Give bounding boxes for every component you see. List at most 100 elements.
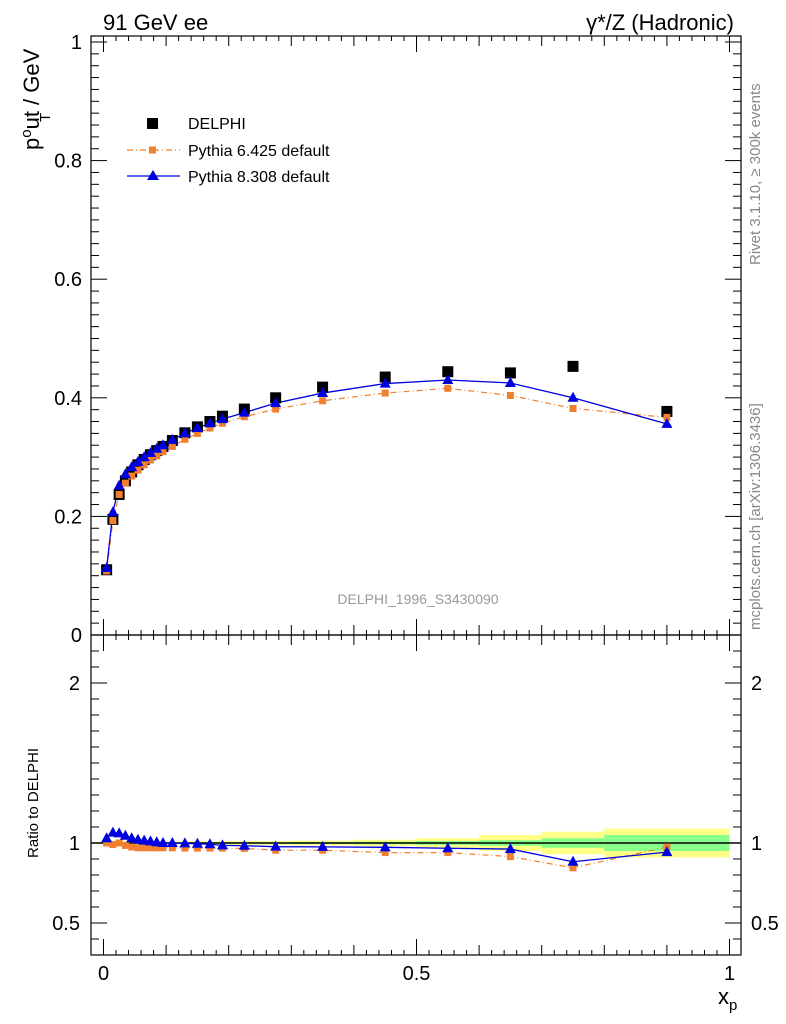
ratio-py6-point bbox=[153, 844, 161, 852]
main-ylabel-sup: o bbox=[18, 129, 35, 137]
rivet-version-label: Rivet 3.1.10, ≥ 300k events bbox=[747, 83, 764, 265]
ratio-py6-point bbox=[181, 844, 189, 852]
ratio-py8-point bbox=[113, 827, 125, 838]
py6-point bbox=[134, 466, 142, 474]
ratio-py8-point bbox=[238, 839, 250, 850]
ratio-y-tick-label-right: 0.5 bbox=[751, 913, 779, 935]
xlabel-main: x bbox=[718, 984, 729, 1009]
ratio-y-tick-label: 0.5 bbox=[52, 913, 80, 935]
main-y-tick-label: 0 bbox=[71, 625, 82, 647]
legend-py8-label: Pythia 8.308 default bbox=[188, 169, 330, 186]
mcplots-label: mcplots.cern.ch [arXiv:1306.3436] bbox=[747, 403, 764, 630]
py8-point bbox=[107, 506, 119, 517]
py6-point bbox=[663, 413, 671, 421]
ratio-py8-point bbox=[166, 837, 178, 847]
py8-point bbox=[504, 376, 516, 387]
py6-point bbox=[569, 404, 577, 412]
main-ylabel-main: p bbox=[19, 138, 44, 150]
ratio-frame bbox=[90, 634, 742, 956]
py8-point bbox=[661, 417, 673, 428]
py6-point bbox=[206, 424, 214, 432]
ratio-py8-point bbox=[216, 839, 228, 850]
py8-point bbox=[442, 374, 454, 385]
ratio-py8-point bbox=[101, 832, 113, 843]
ratio-py6-point bbox=[115, 839, 123, 847]
py6-point bbox=[181, 435, 189, 443]
ratio-py8-point bbox=[119, 829, 131, 840]
ratio-py8-point bbox=[157, 837, 169, 847]
py6-point bbox=[153, 452, 161, 460]
ratio-y-tick-label-right: 2 bbox=[751, 673, 762, 695]
py8-point bbox=[126, 461, 138, 472]
delphi-point bbox=[379, 371, 391, 383]
ratio-py8-point bbox=[204, 838, 216, 849]
legend-py6-marker bbox=[149, 146, 156, 154]
delphi-point bbox=[661, 405, 673, 417]
py6-point bbox=[272, 405, 280, 413]
header-left: 91 GeV ee bbox=[103, 10, 208, 35]
py6-point bbox=[121, 479, 129, 487]
x-tick-label: 1 bbox=[724, 963, 735, 985]
ratio-py6-point bbox=[444, 849, 452, 857]
main-y-tick-label: 0.8 bbox=[54, 151, 82, 173]
py6-point bbox=[193, 429, 201, 437]
py6-point bbox=[168, 442, 176, 450]
py8-point bbox=[144, 446, 156, 457]
py8-point bbox=[151, 442, 163, 453]
py8-line bbox=[105, 379, 668, 569]
py6-point bbox=[159, 448, 167, 456]
ratio-py8-point bbox=[191, 837, 203, 848]
main-y-tick-label: 0.6 bbox=[54, 269, 82, 291]
ratio-y-tick-label: 1 bbox=[69, 833, 80, 855]
py8-point bbox=[138, 451, 150, 462]
py6-point bbox=[140, 461, 148, 469]
main-ylabel-sub: T bbox=[37, 113, 54, 122]
delphi-point bbox=[504, 367, 516, 379]
analysis-label: DELPHI_1996_S3430090 bbox=[337, 591, 498, 607]
legend: DELPHI Pythia 6.425 default Pythia 8.308… bbox=[127, 116, 330, 186]
ratio-py6-point bbox=[168, 844, 176, 852]
ratio-py8-point bbox=[442, 842, 454, 853]
header-right-suffix: (Hadronic) bbox=[625, 10, 734, 35]
ratio-py6-point bbox=[109, 841, 117, 849]
ratio-py6-point bbox=[193, 844, 201, 852]
ratio-py8-point bbox=[379, 841, 391, 852]
ratio-py8-point bbox=[179, 837, 191, 848]
py8-point bbox=[101, 561, 113, 572]
py6-point bbox=[240, 413, 248, 421]
ratio-py6-point bbox=[381, 849, 389, 857]
py6-point bbox=[506, 391, 514, 399]
py6-point bbox=[444, 384, 452, 392]
legend-py6-label: Pythia 6.425 default bbox=[188, 143, 330, 160]
legend-data-marker bbox=[147, 118, 158, 129]
x-tick-label: 0.5 bbox=[403, 963, 431, 985]
main-y-tick-label: 0.2 bbox=[54, 506, 82, 528]
py8-point bbox=[113, 479, 125, 490]
ratio-ylabel: Ratio to DELPHI bbox=[25, 748, 42, 858]
py8-point bbox=[191, 422, 203, 433]
py8-point bbox=[157, 439, 169, 450]
py6-point bbox=[146, 456, 154, 464]
ratio-py6-point bbox=[134, 844, 142, 852]
delphi-point bbox=[126, 466, 138, 478]
py8-point bbox=[567, 391, 579, 402]
xlabel-sub: p bbox=[729, 997, 737, 1014]
main-y-tick-label: 1 bbox=[71, 32, 82, 54]
py6-point bbox=[381, 389, 389, 397]
xlabel: xp bbox=[718, 984, 737, 1014]
ratio-py8-point bbox=[567, 855, 579, 866]
py8-point bbox=[179, 427, 191, 438]
py8-point bbox=[132, 455, 144, 466]
py8-point bbox=[270, 397, 282, 408]
ratio-py6-point bbox=[140, 844, 148, 852]
ratio-series-layer bbox=[101, 826, 673, 872]
ratio-py8-point bbox=[661, 846, 673, 857]
py6-line bbox=[106, 387, 667, 572]
py6-point bbox=[109, 517, 117, 525]
header-right-prefix: γ*/Z bbox=[586, 10, 625, 35]
ratio-py8-point bbox=[317, 840, 329, 851]
ratio-py6-point bbox=[506, 853, 514, 861]
ratio-py6-point bbox=[146, 844, 154, 852]
py8-point bbox=[119, 468, 131, 479]
